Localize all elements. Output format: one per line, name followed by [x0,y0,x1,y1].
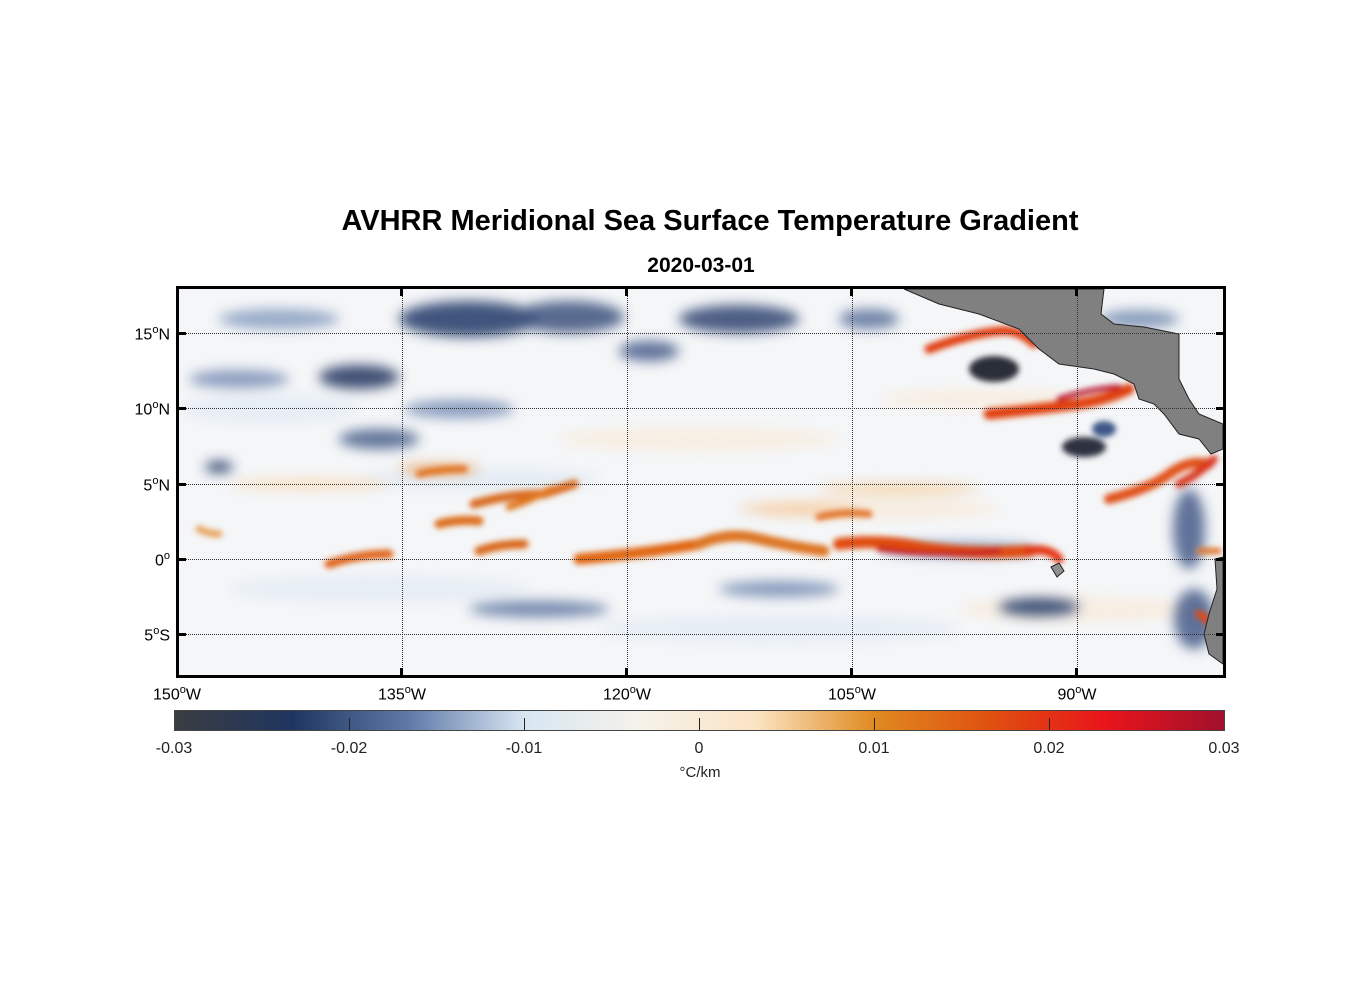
tick-5s-left [176,633,186,636]
lon-label-135w: 135oW [378,684,426,704]
gridline-90w [1077,289,1078,675]
chart-subtitle: 2020-03-01 [647,254,755,277]
lon-label-150w: 150oW [153,684,201,704]
colorbar-tick [874,718,875,730]
lat-label-5s: 5oS [144,625,170,645]
tick-15n-left [176,332,186,335]
tick-5s-right [1216,633,1226,636]
chart-title: AVHRR Meridional Sea Surface Temperature… [341,205,1079,237]
colorbar-label-max: 0.03 [1208,740,1240,757]
tick-135w-bottom [400,668,403,678]
gridline-10n [179,408,1223,409]
lat-label-10n: 10oN [134,399,170,419]
colorbar-label-min: -0.03 [155,740,193,757]
colorbar-units: °C/km [679,764,721,781]
gridline-105w [852,289,853,675]
map-panel [176,286,1226,678]
tick-10n-left [176,407,186,410]
colorbar-label: -0.02 [330,740,368,757]
tick-120w-bottom [625,668,628,678]
tick-135w-top [400,286,403,296]
gridline-equator [179,559,1223,560]
tick-120w-top [625,286,628,296]
tick-90w-top [1075,286,1078,296]
gridline-135w [402,289,403,675]
lat-label-0: 0o [154,550,170,570]
colorbar-tick [699,718,700,730]
gridline-120w [627,289,628,675]
tick-5n-right [1216,483,1226,486]
lat-label-5n: 5oN [143,475,170,495]
tick-0-right [1216,558,1226,561]
tick-90w-bottom [1075,668,1078,678]
colorbar-label: -0.01 [505,740,543,757]
tick-5n-left [176,483,186,486]
south-america-land [1203,556,1223,665]
tick-0-left [176,558,186,561]
colorbar-tick [349,718,350,730]
sst-gradient-field [179,289,1223,665]
galapagos-land [1050,562,1065,578]
gridline-5s [179,634,1223,635]
lon-label-120w: 120oW [603,684,651,704]
colorbar-label: 0.02 [1033,740,1065,757]
tick-10n-right [1216,407,1226,410]
gridline-5n [179,484,1223,485]
colorbar-tick [524,718,525,730]
colorbar-label: 0.01 [858,740,890,757]
central-america-land [903,289,1223,455]
lon-label-90w: 90oW [1057,684,1097,704]
lon-label-105w: 105oW [828,684,876,704]
colorbar-tick [1049,718,1050,730]
tick-15n-right [1216,332,1226,335]
colorbar-label-zero: 0 [694,740,704,757]
tick-105w-bottom [850,668,853,678]
tick-105w-top [850,286,853,296]
lat-label-15n: 15oN [134,324,170,344]
gridline-15n [179,333,1223,334]
